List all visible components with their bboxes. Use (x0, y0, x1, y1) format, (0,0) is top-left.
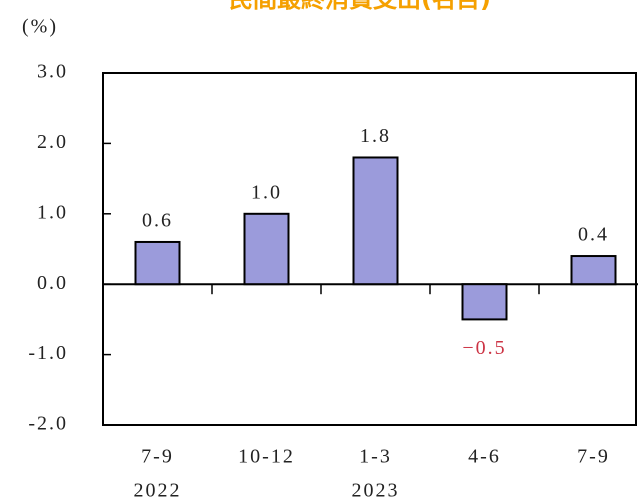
bar (243, 212, 290, 286)
value-label: 0.4 (578, 224, 609, 246)
y-tick-label: 1.0 (37, 201, 68, 223)
value-label: 1.8 (360, 125, 391, 147)
value-label: −0.5 (462, 337, 506, 359)
x-tick-label: 7-9 (141, 446, 174, 468)
year-label: 2022 (134, 480, 182, 502)
y-axis-label: (%) (22, 16, 58, 38)
x-tick-label: 1-3 (359, 446, 392, 468)
y-tick-label: 2.0 (37, 131, 68, 153)
value-label: 1.0 (251, 181, 282, 203)
y-tick-label: -2.0 (28, 413, 68, 435)
x-tick-label: 4-6 (468, 446, 501, 468)
bar (134, 240, 181, 286)
chart-title: 民間最終消費支出(名目) (229, 0, 491, 13)
x-tick-label: 10-12 (238, 446, 295, 468)
y-tick-label: 0.0 (37, 272, 68, 294)
value-label: 0.6 (142, 210, 173, 232)
x-tick-label: 7-9 (577, 446, 610, 468)
bar (352, 156, 399, 286)
bar (461, 283, 508, 321)
year-label: 2023 (352, 480, 400, 502)
plot-frame (102, 72, 637, 426)
y-tick-label: -1.0 (28, 342, 68, 364)
bar (570, 255, 617, 286)
y-tick-label: 3.0 (37, 61, 68, 83)
